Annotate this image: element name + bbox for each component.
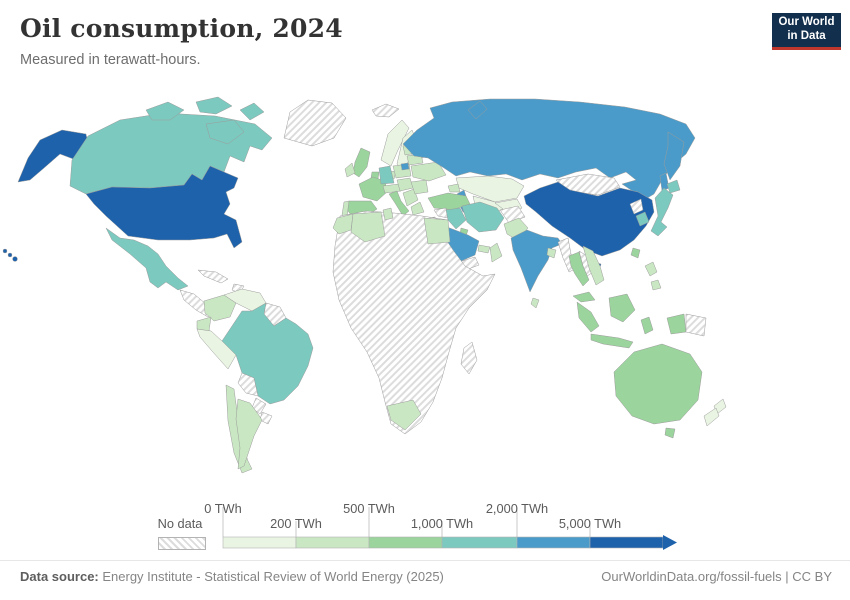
country-canada-arctic-islands[interactable] xyxy=(195,96,233,115)
country-morocco[interactable] xyxy=(332,213,354,235)
country-indonesia-west-papua[interactable] xyxy=(666,313,687,335)
country-united-states[interactable] xyxy=(85,165,243,249)
country-malaysia[interactable] xyxy=(572,291,596,303)
legend-tick-2000twh: 2,000 TWh xyxy=(485,501,549,516)
country-australia-tasmania[interactable] xyxy=(664,427,676,439)
legend-no-data-label: No data xyxy=(157,516,203,531)
page-subtitle: Measured in terawatt-hours. xyxy=(20,52,201,68)
footer-divider xyxy=(0,560,850,561)
country-china[interactable] xyxy=(523,181,655,257)
legend-tick-5000twh: 5,000 TWh xyxy=(558,516,622,531)
country-mexico[interactable] xyxy=(105,227,189,291)
country-canada-arctic-islands[interactable] xyxy=(145,101,185,121)
country-india[interactable] xyxy=(510,229,563,293)
footer-data-source: Data source: Energy Institute - Statisti… xyxy=(20,569,444,584)
world-map-svg xyxy=(2,96,727,474)
country-italy[interactable] xyxy=(388,190,410,217)
country-ireland[interactable] xyxy=(344,162,356,178)
country-iran[interactable] xyxy=(461,201,505,233)
country-australia[interactable] xyxy=(613,343,703,425)
legend-bin-2[interactable] xyxy=(368,536,443,549)
legend-tick-0twh: 0 TWh xyxy=(204,501,242,516)
country-papua-new-guinea[interactable] xyxy=(685,313,707,337)
legend-bin-1[interactable] xyxy=(295,536,370,549)
country-japan[interactable] xyxy=(650,187,674,237)
page-title: Oil consumption, 2024 xyxy=(20,14,343,43)
country-hawaii-united-states[interactable] xyxy=(12,256,18,262)
legend-bin-4[interactable] xyxy=(516,536,591,549)
country-tunisia[interactable] xyxy=(382,207,394,221)
legend-tick-200twh: 200 TWh xyxy=(270,516,322,531)
legend-bin-3[interactable] xyxy=(441,536,518,549)
country-indonesia-java[interactable] xyxy=(590,333,634,349)
country-philippines[interactable] xyxy=(644,261,658,277)
country-canada-baffin-island[interactable] xyxy=(205,119,245,145)
country-united-arab-emirates[interactable] xyxy=(477,244,491,254)
region-caucasus[interactable] xyxy=(447,183,461,193)
legend-arrow-icon xyxy=(663,535,677,550)
country-syria[interactable] xyxy=(433,207,449,219)
country-egypt[interactable] xyxy=(423,217,451,245)
country-bangladesh[interactable] xyxy=(546,247,557,259)
country-thailand[interactable] xyxy=(568,251,590,287)
country-romania-bulgaria[interactable] xyxy=(410,179,429,195)
country-iraq[interactable] xyxy=(445,207,467,230)
country-new-zealand-south[interactable] xyxy=(703,407,720,427)
country-paraguay[interactable] xyxy=(251,397,267,415)
country-canada-arctic-islands[interactable] xyxy=(239,102,265,121)
legend-tick-500twh: 500 TWh xyxy=(343,501,395,516)
world-choropleth-map xyxy=(0,88,850,508)
country-algeria[interactable] xyxy=(350,211,386,243)
country-taiwan[interactable] xyxy=(630,247,641,259)
country-oman[interactable] xyxy=(489,242,503,263)
country-madagascar[interactable] xyxy=(460,341,478,375)
country-japan-hokkaido[interactable] xyxy=(666,179,681,194)
country-indonesia-sumatra[interactable] xyxy=(576,301,600,333)
country-south-africa[interactable] xyxy=(386,399,422,431)
country-greece[interactable] xyxy=(410,201,425,216)
legend-tick-1000twh: 1,000 TWh xyxy=(410,516,474,531)
country-germany[interactable] xyxy=(378,165,395,185)
country-ukraine[interactable] xyxy=(410,161,447,182)
country-uruguay[interactable] xyxy=(259,411,273,425)
legend-bin-5[interactable] xyxy=(589,536,664,549)
country-greenland[interactable] xyxy=(283,99,347,147)
country-united-kingdom[interactable] xyxy=(352,147,371,178)
country-south-korea[interactable] xyxy=(635,211,650,227)
legend-color-bar xyxy=(222,507,677,550)
country-ecuador[interactable] xyxy=(196,316,212,332)
country-hawaii-united-states[interactable] xyxy=(2,248,8,254)
country-brazil[interactable] xyxy=(221,302,314,405)
legend-no-data-swatch[interactable] xyxy=(158,537,206,550)
footer-source-text: Energy Institute - Statistical Review of… xyxy=(98,569,444,584)
legend-bin-0[interactable] xyxy=(222,536,297,549)
country-argentina[interactable] xyxy=(235,398,263,470)
country-philippines-south[interactable] xyxy=(650,279,662,291)
country-russia-novaya-zemlya[interactable] xyxy=(467,100,488,120)
region-kaliningrad-russia[interactable] xyxy=(400,162,410,171)
region-balkans[interactable] xyxy=(402,188,419,207)
country-russia-kamchatka[interactable] xyxy=(663,131,685,181)
owid-logo-line2: in Data xyxy=(787,30,826,42)
country-indonesia-sulawesi[interactable] xyxy=(640,316,654,335)
owid-logo[interactable]: Our World in Data xyxy=(772,13,841,50)
country-bolivia[interactable] xyxy=(237,372,259,397)
footer-license-link[interactable]: OurWorldinData.org/fossil-fuels | CC BY xyxy=(601,569,832,584)
country-norway[interactable] xyxy=(380,119,410,167)
country-czechia-hungary[interactable] xyxy=(396,177,414,192)
country-sri-lanka[interactable] xyxy=(530,297,540,309)
country-vietnam[interactable] xyxy=(582,245,605,286)
owid-logo-line1: Our World xyxy=(778,16,835,29)
country-peru[interactable] xyxy=(196,328,237,370)
country-cuba[interactable] xyxy=(197,269,229,284)
country-canada[interactable] xyxy=(69,112,273,195)
country-hawaii-united-states[interactable] xyxy=(7,252,13,258)
footer-source-label: Data source: xyxy=(20,569,99,584)
country-indonesia-borneo[interactable] xyxy=(608,293,636,323)
country-iceland[interactable] xyxy=(371,103,400,118)
country-north-korea[interactable] xyxy=(629,198,644,215)
